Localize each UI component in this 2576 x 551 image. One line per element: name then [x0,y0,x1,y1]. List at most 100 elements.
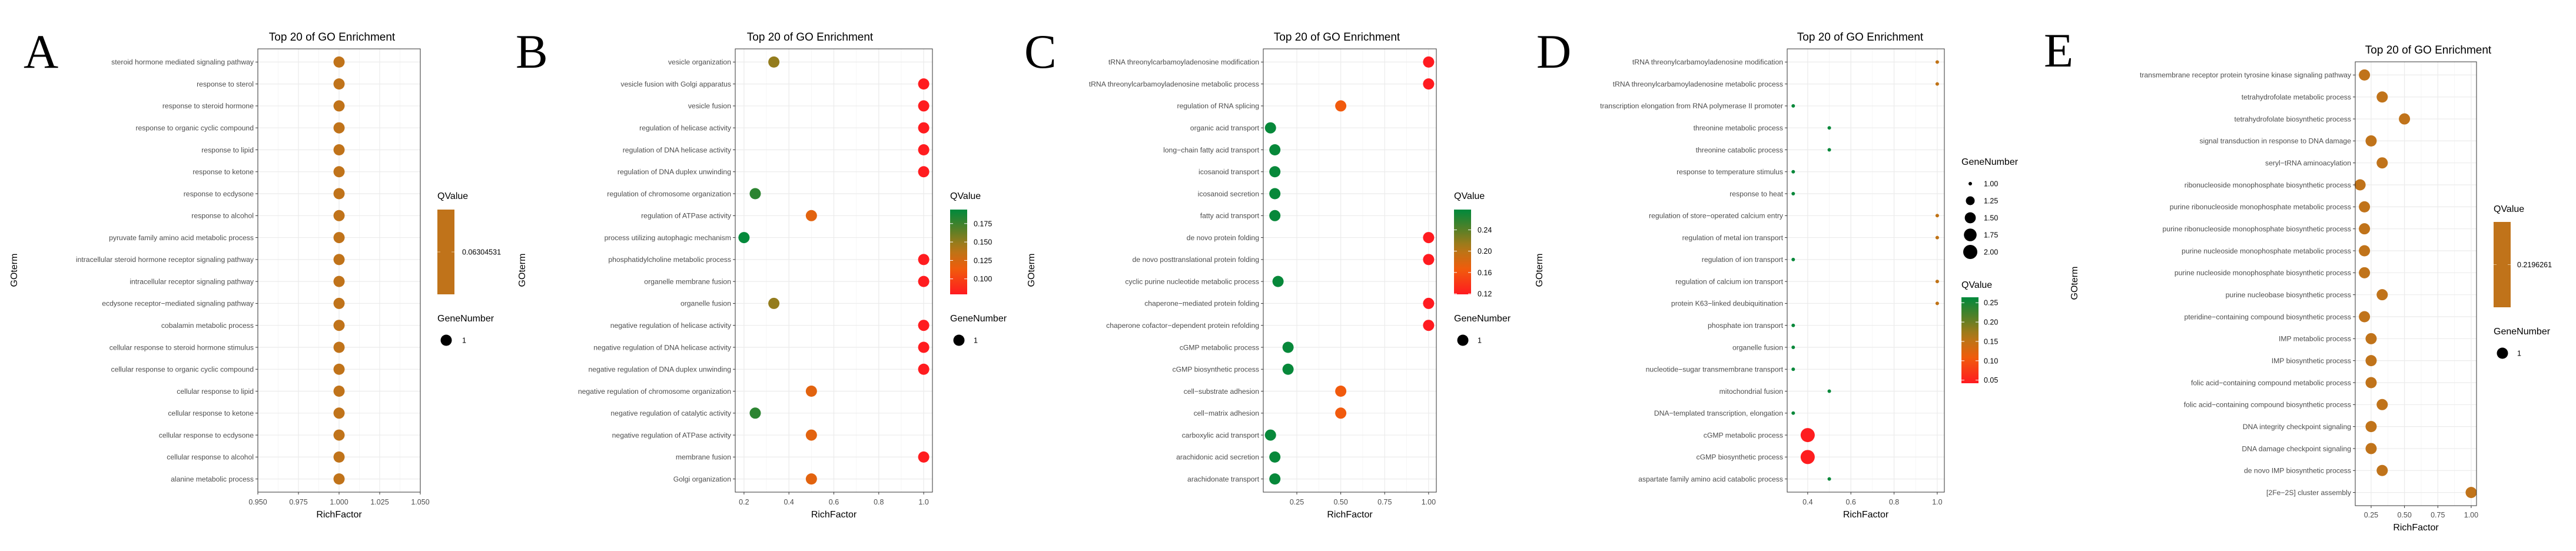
y-tick-label: regulation of DNA duplex unwinding [618,168,731,176]
colorbar-label: 0.25 [1984,299,1998,307]
data-point [1423,232,1435,244]
data-point [918,100,930,112]
y-tick-label: negative regulation of catalytic activit… [610,409,731,417]
panel-letter: C [1024,25,1057,78]
x-tick-label: 0.75 [1377,498,1392,506]
plot-background [1263,49,1436,492]
y-tick-label: regulation of metal ion transport [1682,234,1784,242]
y-tick-label: cellular response to steroid hormone sti… [109,343,254,351]
data-point [1423,78,1435,90]
data-point [805,210,817,221]
y-tick-label: ribonucleoside monophosphate biosyntheti… [2185,181,2351,189]
data-point [918,166,930,178]
y-tick-label: tRNA threonylcarbamoyladenosine metaboli… [1089,80,1259,88]
y-axis-title: GOterm [517,254,527,287]
genenumber-legend-title: GeneNumber [437,314,494,324]
y-tick-label: regulation of ion transport [1702,255,1784,264]
data-point [918,144,930,155]
plot-border [1787,48,1945,493]
x-tick-label: 0.8 [874,498,884,506]
genenumber-legend-label: 1 [974,337,978,345]
data-point [1791,345,1795,349]
data-point [1791,104,1795,108]
y-tick-label: regulation of helicase activity [639,124,732,132]
x-tick-label: 0.25 [1290,498,1304,506]
data-point [1269,451,1281,463]
y-tick-label: aspartate family amino acid catabolic pr… [1638,475,1783,483]
x-tick-label: 0.25 [2364,511,2378,519]
y-tick-label: cellular response to lipid [177,387,254,396]
y-tick-label: fatty acid transport [1200,212,1260,220]
y-tick-label: purine nucleoside monophosphate biosynth… [2175,269,2351,277]
data-point [2359,245,2371,257]
y-tick-label: cell−matrix adhesion [1194,409,1259,417]
panel-d: D Top 20 of GO Enrichment tRNA threonylcar… [1535,0,2054,548]
y-tick-label: negative regulation of helicase activity [610,321,732,330]
data-point [918,451,930,463]
legend: QValue 0.24 0.20 0.16 0.12 GeneNumber 1 [1454,191,1511,346]
y-tick-label: cGMP biosynthetic process [1697,453,1783,462]
y-tick-label: regulation of ATPase activity [641,212,732,220]
data-point [918,254,930,265]
y-tick-label: chaperone−mediated protein folding [1144,300,1259,308]
panel-a: A Top 20 of GO Enrichment steroid hormone … [0,0,512,548]
data-point [333,100,345,112]
data-point [1791,323,1795,327]
data-point [333,232,345,244]
y-tick-label: alanine metabolic process [171,475,254,483]
data-point [1423,320,1435,331]
data-point [2365,443,2377,454]
qvalue-legend-title: QValue [950,191,981,201]
data-point [1282,363,1294,375]
y-tick-label: tRNA threonylcarbamoyladenosine modifica… [1632,58,1783,67]
y-tick-label: organelle fusion [1732,343,1783,351]
plot-grid [257,49,421,492]
y-tick-label: intracellular receptor signaling pathway [130,277,254,286]
genenumber-legend-dot [1964,212,1976,224]
y-tick-label: cGMP metabolic process [1704,431,1783,439]
genenumber-legend-label: 2.00 [1984,248,1998,257]
genenumber-legend-label: 1 [2517,350,2521,358]
y-tick-label: cellular response to ecdysone [159,431,254,439]
genenumber-legend-dot [953,334,965,346]
x-tick-label: 0.75 [2431,511,2445,519]
qvalue-legend-title: QValue [437,191,468,201]
y-axis-title: GOterm [1027,254,1037,287]
plot-grid [2355,62,2477,506]
data-point [333,297,345,309]
y-tick-label: chaperone cofactor−dependent protein ref… [1106,321,1259,330]
chart-b: B Top 20 of GO Enrichment vesicle organiza… [516,25,1007,520]
y-tick-label: negative regulation of DNA helicase acti… [593,343,732,351]
y-tick-label: tRNA threonylcarbamoyladenosine metaboli… [1613,80,1783,88]
chart-title: Top 20 of GO Enrichment [747,31,874,44]
data-point [1269,144,1281,155]
data-point [2365,377,2377,389]
y-tick-label: icosanoid transport [1199,168,1260,176]
colorbar-label: 0.20 [1478,247,1492,255]
data-point [2376,289,2388,301]
data-point [333,451,345,463]
data-point [1935,235,1939,240]
y-tick-label: IMP metabolic process [2279,335,2351,343]
data-point [333,254,345,265]
genenumber-legend-dot [2497,347,2508,359]
data-point [1264,122,1276,134]
y-tick-label: [2Fe−2S] cluster assembly [2266,489,2352,497]
y-tick-label: pteridine−containing compound biosynthet… [2184,313,2351,321]
data-point [1269,166,1281,178]
data-point [918,363,930,375]
y-tick-label: vesicle fusion with Golgi apparatus [620,80,731,88]
y-tick-label: DNA−templated transcription, elongation [1654,409,1783,417]
genenumber-legend-dot [1963,245,1977,259]
x-tick-label: 0.2 [739,498,749,506]
y-tick-label: vesicle organization [668,58,731,67]
y-tick-label: membrane fusion [676,453,731,462]
y-tick-label: transcription elongation from RNA polyme… [1600,102,1783,110]
x-tick-label: 0.6 [829,498,839,506]
y-tick-label: protein K63−linked deubiquitination [1671,300,1783,308]
y-tick-label: nucleotide−sugar transmembrane transport [1646,366,1784,374]
genenumber-legend-label: 1.50 [1984,214,1998,223]
genenumber-legend-label: 1.00 [1984,180,1998,188]
y-tick-label: pyruvate family amino acid metabolic pro… [109,234,254,242]
chart-a: A Top 20 of GO Enrichment steroid hormone … [9,25,501,520]
